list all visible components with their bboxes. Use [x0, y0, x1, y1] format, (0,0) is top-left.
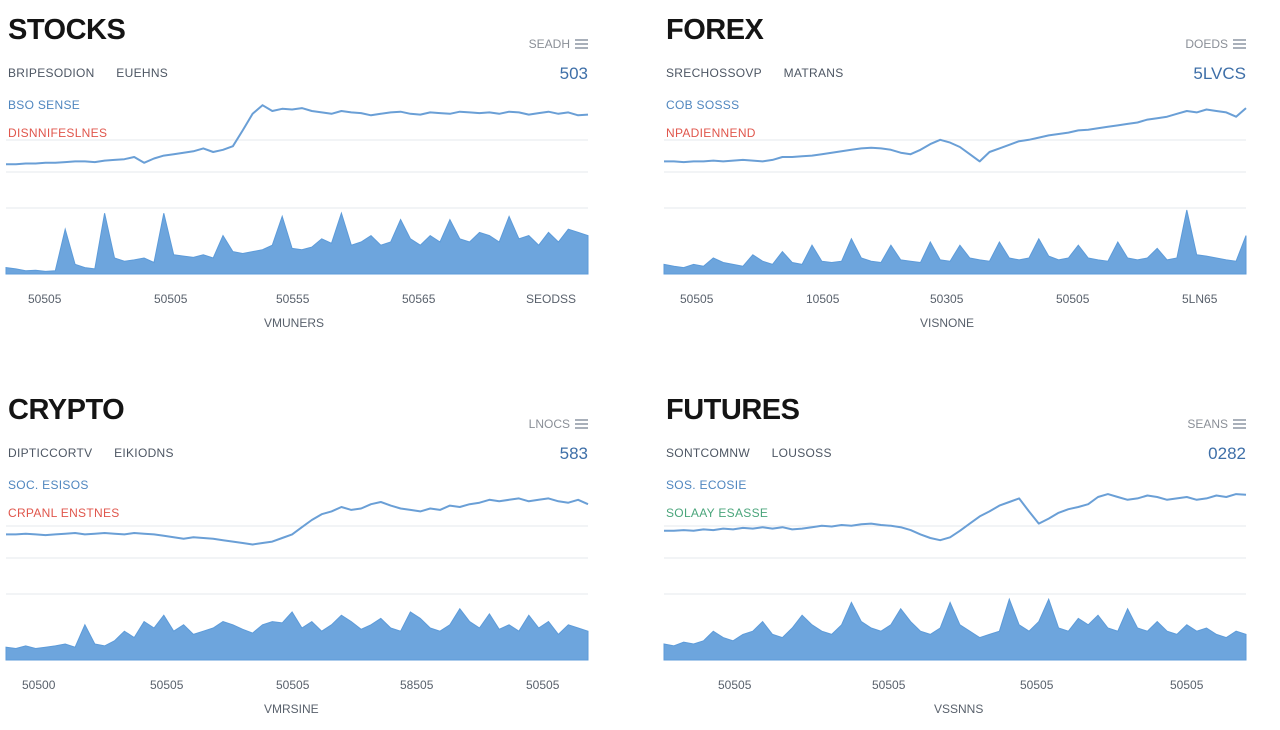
panel-title: FUTURES	[666, 394, 800, 426]
chart-futures	[663, 493, 1247, 661]
price-value: 0282	[1208, 444, 1246, 463]
x-tick-label: 50505	[1056, 292, 1090, 306]
x-axis-title: VISNONE	[920, 316, 975, 330]
price-line	[664, 493, 1247, 542]
x-tick-label: 50505	[680, 292, 714, 306]
hamburger-icon[interactable]	[1233, 419, 1246, 429]
x-tick-label: SEODSS	[526, 292, 577, 306]
volume-area	[5, 607, 589, 661]
legend-secondary: SOLAAY ESASSE	[666, 506, 769, 520]
subtitle-left: SRECHOSSOVP	[666, 66, 762, 80]
volume-area	[663, 597, 1247, 661]
x-tick-label: 50555	[276, 292, 310, 306]
x-tick-label: 50505	[154, 292, 188, 306]
x-tick-label: 50505	[526, 678, 560, 692]
chart-crypto	[5, 497, 589, 661]
x-tick-label: 50505	[150, 678, 184, 692]
panel-subtitle: SRECHOSSOVP MATRANS	[666, 66, 862, 80]
chart-forex	[663, 107, 1247, 275]
x-tick-label: 50505	[28, 292, 62, 306]
panel-menu[interactable]: SEANS	[1187, 417, 1246, 431]
x-axis-title: VMRSINE	[264, 702, 319, 716]
x-tick-label: 50505	[718, 678, 752, 692]
panel-menu-label: SEADH	[528, 37, 570, 51]
subtitle-left: SONTCOMNW	[666, 446, 751, 460]
hamburger-icon[interactable]	[575, 419, 588, 429]
subtitle-right: MATRANS	[783, 66, 844, 80]
panel-menu-label: SEANS	[1187, 417, 1228, 431]
legend-secondary: DISNNIFESLNES	[8, 126, 108, 140]
legend-primary: SOC. ESISOS	[8, 478, 89, 492]
legend-primary: BSO SENSE	[8, 98, 81, 112]
x-tick-label: 50505	[276, 678, 310, 692]
price-value: 5LVCS	[1193, 64, 1246, 83]
x-tick-label: 58505	[400, 678, 434, 692]
x-tick-label: 50305	[930, 292, 964, 306]
x-tick-label: 50505	[1020, 678, 1054, 692]
price-line	[6, 497, 589, 546]
legend-secondary: CRPANL ENSTNES	[8, 506, 120, 520]
panel-title: CRYPTO	[8, 394, 125, 426]
volume-area	[663, 209, 1247, 275]
panel-menu-label: LNOCS	[528, 417, 570, 431]
hamburger-icon[interactable]	[1233, 39, 1246, 49]
hamburger-icon[interactable]	[575, 39, 588, 49]
x-axis-title: VMUNERS	[264, 316, 325, 330]
panel-title: STOCKS	[8, 14, 126, 46]
x-axis-title: VSSNNS	[934, 702, 984, 716]
subtitle-right: LOUSOSS	[771, 446, 832, 460]
x-tick-label: 10505	[806, 292, 840, 306]
x-tick-label: 50505	[1170, 678, 1204, 692]
price-value: 503	[559, 64, 588, 83]
price-value: 583	[559, 444, 588, 463]
legend-secondary: NPADIENNEND	[666, 126, 756, 140]
legend-primary: COB SOSSS	[666, 98, 740, 112]
panel-menu[interactable]: DOEDS	[1185, 37, 1246, 51]
subtitle-left: DIPTICCORTV	[8, 446, 93, 460]
panel-title: FOREX	[666, 14, 764, 46]
panel-subtitle: DIPTICCORTV EIKIODNS	[8, 446, 192, 460]
panel-subtitle: SONTCOMNW LOUSOSS	[666, 446, 850, 460]
panel-crypto: CRYPTO LNOCS DIPTICCORTV EIKIODNS 583 SO…	[0, 390, 600, 730]
panel-menu[interactable]: LNOCS	[529, 417, 588, 431]
price-line	[664, 107, 1247, 164]
chart-stocks	[5, 104, 589, 275]
subtitle-right: EUEHNS	[116, 66, 169, 80]
panel-futures: FUTURES SEANS SONTCOMNW LOUSOSS 0282 SOS…	[658, 390, 1258, 730]
panel-menu-label: DOEDS	[1185, 37, 1228, 51]
legend-primary: SOS. ECOSIE	[666, 478, 747, 492]
price-line	[6, 104, 589, 166]
panel-forex: FOREX DOEDS SRECHOSSOVP MATRANS 5LVCS CO…	[658, 10, 1258, 350]
x-tick-label: 50500	[22, 678, 56, 692]
volume-area	[5, 211, 589, 275]
panel-stocks: STOCKS SEADH BRIPESODION EUEHNS 503 BSO …	[0, 10, 600, 350]
x-tick-label: 50505	[872, 678, 906, 692]
x-tick-label: 50565	[402, 292, 436, 306]
panel-subtitle: BRIPESODION EUEHNS	[8, 66, 186, 80]
panel-menu[interactable]: SEADH	[529, 37, 588, 51]
x-tick-label: 5LN65	[1182, 292, 1218, 306]
subtitle-left: BRIPESODION	[8, 66, 95, 80]
subtitle-right: EIKIODNS	[114, 446, 174, 460]
